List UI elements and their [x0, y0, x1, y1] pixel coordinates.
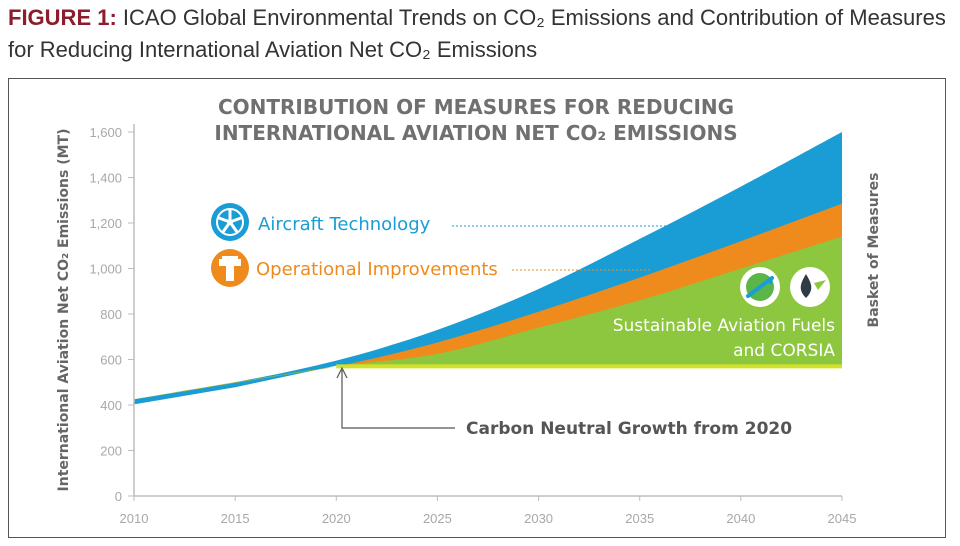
x-tick-label: 2035 — [625, 511, 654, 526]
annotation-arrowhead — [336, 366, 348, 379]
y-tick-label: 0 — [115, 489, 122, 504]
y-tick-label: 800 — [100, 307, 122, 322]
chart-frame — [8, 78, 946, 538]
annotation-leader — [341, 370, 455, 429]
x-tick-label: 2010 — [120, 511, 149, 526]
legend-aircraft-technology: Aircraft Technology — [258, 214, 431, 235]
x-tick-label: 2030 — [524, 511, 553, 526]
figure-label: FIGURE 1: — [8, 5, 117, 30]
chart-title-line2: INTERNATIONAL AVIATION NET CO₂ EMISSIONS — [214, 121, 737, 145]
y-tick-label: 1,600 — [89, 125, 122, 140]
chart-title-line1: CONTRIBUTION OF MEASURES FOR REDUCING — [218, 95, 734, 119]
x-tick-label: 2045 — [828, 511, 857, 526]
y-tick-label: 200 — [100, 444, 122, 459]
x-tick-label: 2020 — [322, 511, 351, 526]
y-tick-label: 1,200 — [89, 216, 122, 231]
globe-plane-icon — [740, 267, 780, 307]
legend-saf-line1: Sustainable Aviation Fuels — [613, 316, 835, 336]
area-sustainable-aviation-fuels-and-corsia — [134, 236, 842, 400]
figure-caption: ICAO Global Environmental Trends on CO₂ … — [8, 5, 946, 62]
fuel-drop-icon — [790, 267, 830, 307]
carbon-neutral-annotation: Carbon Neutral Growth from 2020 — [466, 419, 792, 439]
control-tower-icon — [211, 249, 249, 287]
x-tick-label: 2015 — [221, 511, 250, 526]
y-tick-label: 400 — [100, 398, 122, 413]
x-tick-label: 2025 — [423, 511, 452, 526]
figure-title: FIGURE 1: ICAO Global Environmental Tren… — [8, 2, 953, 66]
y-tick-label: 1,400 — [89, 171, 122, 186]
legend-saf-line2: and CORSIA — [733, 341, 835, 361]
y-axis-label: International Aviation Net CO₂ Emissions… — [56, 129, 72, 492]
legend-operational-improvements: Operational Improvements — [256, 259, 498, 280]
fan-icon — [211, 203, 249, 241]
y-tick-label: 1,000 — [89, 262, 122, 277]
basket-of-measures-label: Basket of Measures — [866, 173, 882, 328]
y-tick-label: 600 — [100, 353, 122, 368]
x-tick-label: 2040 — [726, 511, 755, 526]
